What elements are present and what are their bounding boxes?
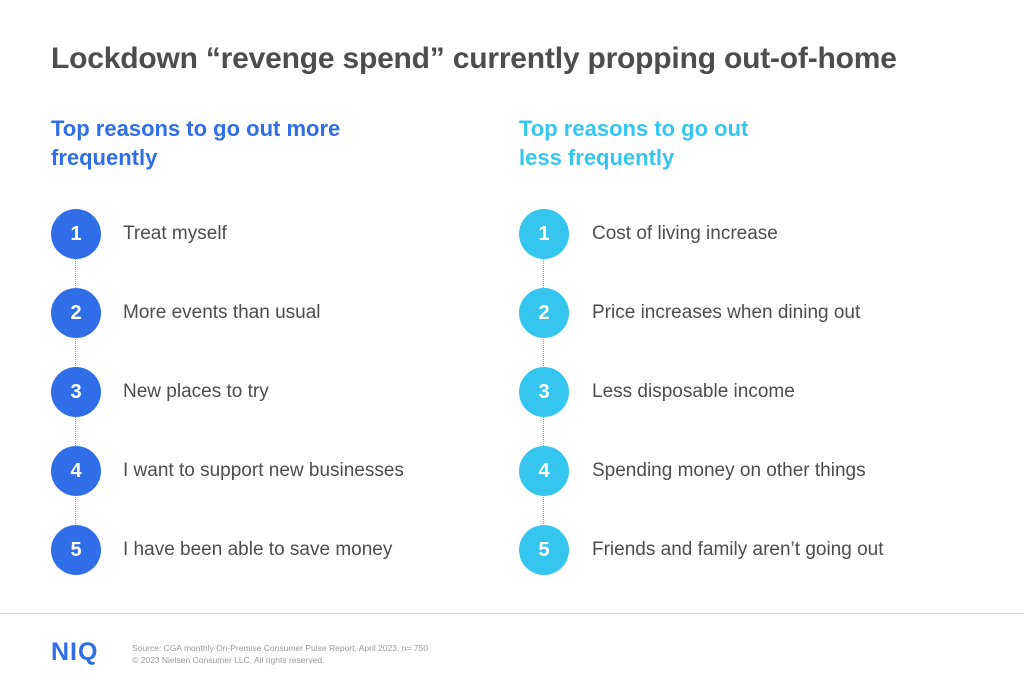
number-badge: 3 (519, 367, 569, 417)
reason-label: More events than usual (123, 302, 321, 323)
number-badge: 2 (51, 288, 101, 338)
less-reason-item: 2 Price increases when dining out (519, 288, 979, 338)
reason-label: Cost of living increase (592, 223, 778, 244)
more-heading-line-1: Top reasons to go out more (51, 116, 341, 141)
reason-label: Spending money on other things (592, 460, 866, 481)
more-reason-item: 1 Treat myself (51, 209, 511, 259)
more-reason-item: 2 More events than usual (51, 288, 511, 338)
source-note: Source: CGA monthly On-Premise Consumer … (132, 643, 428, 653)
less-reason-item: 4 Spending money on other things (519, 446, 979, 496)
less-frequently-heading: Top reasons to go out less frequently (519, 114, 748, 172)
number-badge: 1 (519, 209, 569, 259)
number-badge: 5 (519, 525, 569, 575)
reason-label: I want to support new businesses (123, 460, 404, 481)
number-badge: 3 (51, 367, 101, 417)
more-frequently-heading: Top reasons to go out more frequently (51, 114, 340, 172)
more-reason-item: 4 I want to support new businesses (51, 446, 511, 496)
niq-logo: NIQ (51, 638, 99, 666)
footer-divider (0, 613, 1024, 614)
copyright-note: © 2023 Nielsen Consumer LLC. All rights … (132, 655, 325, 665)
less-heading-line-2: less frequently (519, 145, 675, 170)
more-heading-line-2: frequently (51, 145, 158, 170)
less-reason-item: 3 Less disposable income (519, 367, 979, 417)
number-badge: 5 (51, 525, 101, 575)
number-badge: 2 (519, 288, 569, 338)
number-badge: 4 (51, 446, 101, 496)
reason-label: Price increases when dining out (592, 302, 861, 323)
less-reason-item: 1 Cost of living increase (519, 209, 979, 259)
less-frequently-column: Top reasons to go out less frequently 1 … (519, 0, 999, 600)
more-reason-item: 5 I have been able to save money (51, 525, 511, 575)
number-badge: 4 (519, 446, 569, 496)
less-heading-line-1: Top reasons to go out (519, 116, 749, 141)
more-frequently-column: Top reasons to go out more frequently 1 … (51, 0, 491, 600)
reason-label: Less disposable income (592, 381, 795, 402)
reason-label: Friends and family aren’t going out (592, 539, 884, 560)
reason-label: Treat myself (123, 223, 227, 244)
number-badge: 1 (51, 209, 101, 259)
footer-source: Source: CGA monthly On-Premise Consumer … (132, 642, 428, 666)
reason-label: I have been able to save money (123, 539, 393, 560)
less-reason-item: 5 Friends and family aren’t going out (519, 525, 979, 575)
more-reason-item: 3 New places to try (51, 367, 511, 417)
reason-label: New places to try (123, 381, 269, 402)
page-title: Lockdown “revenge spend” currently propp… (51, 42, 897, 75)
